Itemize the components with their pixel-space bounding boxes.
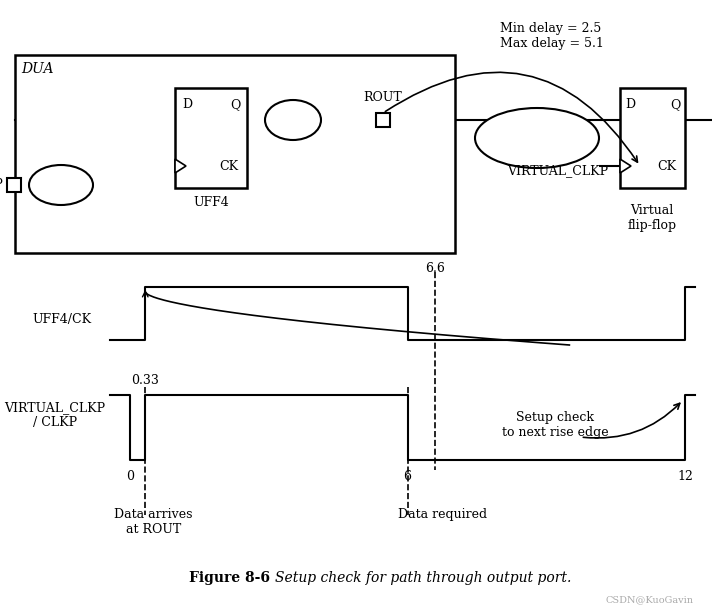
Text: Setup check for path through output port.: Setup check for path through output port…: [275, 571, 571, 585]
Text: 0: 0: [126, 469, 134, 483]
Text: CK: CK: [219, 159, 239, 172]
Text: Virtual
flip-flop: Virtual flip-flop: [627, 204, 676, 232]
Bar: [376, 113, 390, 127]
Text: 12: 12: [677, 469, 693, 483]
Bar: [15, 55, 455, 253]
Text: CLKP: CLKP: [0, 178, 3, 191]
Text: 6: 6: [404, 469, 412, 483]
Text: UFF4/CK: UFF4/CK: [33, 314, 92, 327]
Text: Q: Q: [230, 98, 240, 111]
Bar: [175, 88, 247, 188]
Text: VIRTUAL_CLKP
/ CLKP: VIRTUAL_CLKP / CLKP: [4, 401, 105, 429]
Text: CK: CK: [657, 159, 676, 172]
Text: VIRTUAL_CLKP: VIRTUAL_CLKP: [508, 164, 609, 178]
Text: 0.33: 0.33: [131, 373, 159, 386]
Text: Figure 8-6: Figure 8-6: [189, 571, 270, 585]
Bar: [7, 178, 21, 192]
Text: Data arrives
at ROUT: Data arrives at ROUT: [114, 508, 192, 536]
Text: D: D: [182, 98, 192, 111]
Text: Q: Q: [670, 98, 680, 111]
Text: Data required: Data required: [398, 508, 487, 521]
Polygon shape: [620, 159, 631, 173]
Ellipse shape: [29, 165, 93, 205]
Ellipse shape: [265, 100, 321, 140]
Text: D: D: [625, 98, 635, 111]
Text: Setup check
to next rise edge: Setup check to next rise edge: [502, 411, 609, 439]
Text: DUA: DUA: [21, 62, 53, 76]
Text: ROUT: ROUT: [364, 91, 402, 104]
Text: UFF4: UFF4: [193, 196, 229, 208]
Ellipse shape: [475, 108, 599, 168]
Polygon shape: [175, 159, 186, 173]
Bar: [620, 88, 685, 188]
Text: 6.6: 6.6: [425, 263, 445, 276]
Text: Min delay = 2.5
Max delay = 5.1: Min delay = 2.5 Max delay = 5.1: [500, 22, 604, 50]
Text: CSDN@KuoGavin: CSDN@KuoGavin: [606, 595, 694, 605]
